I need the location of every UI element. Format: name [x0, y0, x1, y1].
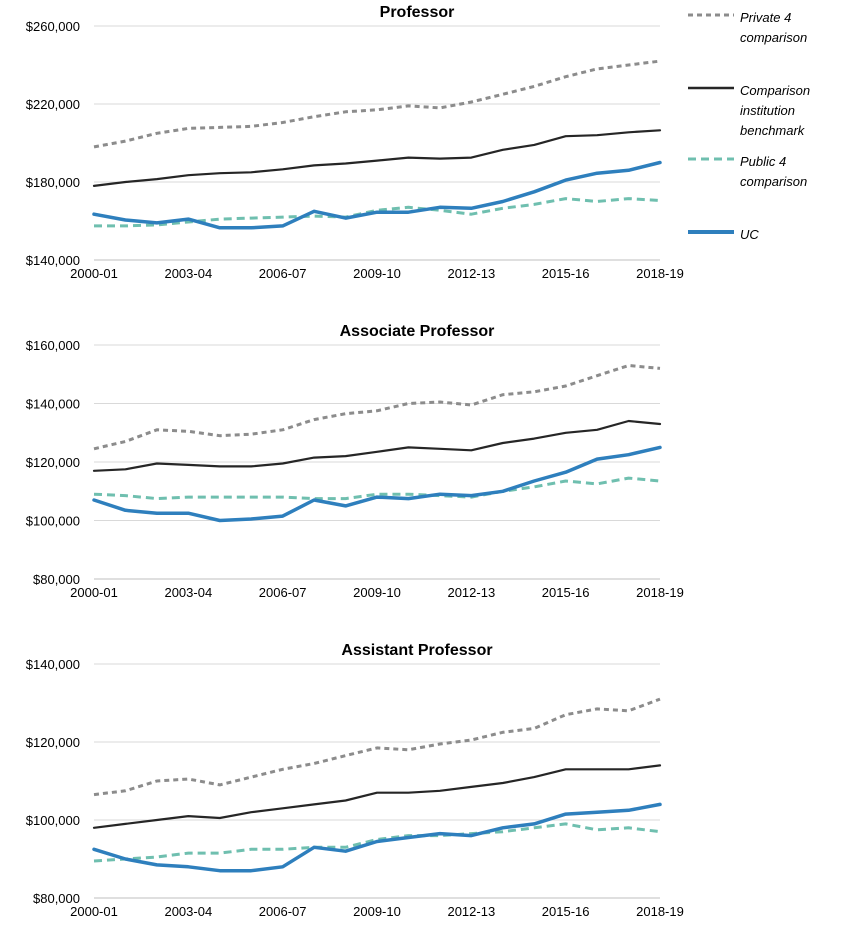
x-tick-label: 2012-13: [447, 904, 495, 919]
legend-item-private-4: Private 4 comparison: [688, 8, 840, 48]
series-line-public-4-comparison: [94, 197, 661, 228]
x-tick-label: 2009-10: [353, 904, 401, 919]
x-tick-label: 2015-16: [542, 585, 590, 600]
series-line-uc: [92, 445, 662, 523]
x-tick-label: 2009-10: [353, 585, 401, 600]
series-line-uc: [92, 160, 662, 230]
y-tick-label: $80,000: [33, 572, 80, 587]
y-tick-label: $260,000: [26, 19, 80, 34]
chart-title: Assistant Professor: [341, 642, 492, 659]
x-tick-label: 2018-19: [636, 904, 684, 919]
series-line-comparison-institution-benchmark: [92, 419, 662, 472]
x-tick-label: 2018-19: [636, 585, 684, 600]
x-tick-label: 2000-01: [70, 266, 118, 281]
black-solid-line-icon: [688, 86, 734, 90]
series-line-public-4-comparison: [93, 822, 661, 863]
x-tick-label: 2003-04: [164, 904, 212, 919]
legend-label-benchmark: Comparison institution benchmark: [740, 83, 811, 138]
chart-title: Associate Professor: [340, 323, 495, 340]
x-tick-label: 2012-13: [447, 266, 495, 281]
x-tick-label: 2000-01: [70, 904, 118, 919]
series-line-uc: [92, 802, 662, 873]
series-line-public-4-comparison: [93, 476, 661, 501]
x-tick-label: 2015-16: [542, 266, 590, 281]
series-line-private-4-comparison: [93, 697, 661, 797]
y-tick-label: $140,000: [26, 397, 80, 412]
legend-label-public-4: Public 4 comparison: [740, 154, 808, 189]
legend-item-uc: UC: [688, 225, 840, 245]
blue-solid-line-icon: [688, 230, 734, 234]
x-tick-label: 2006-07: [259, 904, 307, 919]
y-tick-label: $140,000: [26, 657, 80, 672]
y-tick-label: $100,000: [26, 514, 80, 529]
series-line-private-4-comparison: [93, 364, 661, 451]
y-tick-label: $220,000: [26, 97, 80, 112]
x-tick-label: 2006-07: [259, 266, 307, 281]
x-tick-label: 2003-04: [164, 585, 212, 600]
teal-dashed-line-icon: [688, 157, 734, 161]
y-tick-label: $160,000: [26, 338, 80, 353]
series-line-comparison-institution-benchmark: [92, 129, 662, 187]
y-tick-label: $100,000: [26, 813, 80, 828]
x-tick-label: 2018-19: [636, 266, 684, 281]
y-tick-label: $140,000: [26, 253, 80, 268]
legend-item-public-4: Public 4 comparison: [688, 152, 840, 192]
gray-dashed-line-icon: [688, 13, 734, 17]
x-tick-label: 2012-13: [447, 585, 495, 600]
legend-item-benchmark: Comparison institution benchmark: [688, 81, 840, 141]
y-tick-label: $80,000: [33, 891, 80, 906]
y-tick-label: $120,000: [26, 455, 80, 470]
x-tick-label: 2015-16: [542, 904, 590, 919]
series-line-comparison-institution-benchmark: [92, 764, 662, 829]
legend-label-uc: UC: [740, 227, 759, 242]
x-tick-label: 2009-10: [353, 266, 401, 281]
chart-title: Professor: [380, 4, 455, 21]
series-line-private-4-comparison: [93, 59, 661, 149]
x-tick-label: 2003-04: [164, 266, 212, 281]
y-tick-label: $180,000: [26, 175, 80, 190]
y-tick-label: $120,000: [26, 735, 80, 750]
x-tick-label: 2000-01: [70, 585, 118, 600]
x-tick-label: 2006-07: [259, 585, 307, 600]
legend-label-private-4: Private 4 comparison: [740, 10, 808, 45]
